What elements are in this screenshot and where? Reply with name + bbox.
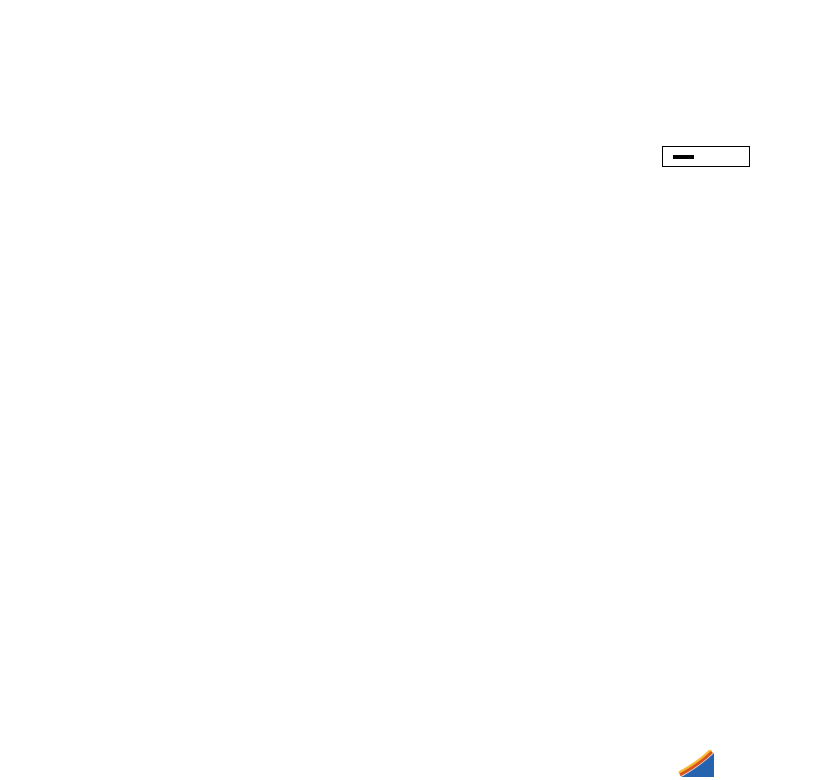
ncar-logo-rainbow-outer [678, 750, 713, 775]
ncar-logo-rainbow-inner [679, 750, 714, 777]
track-map-plot [0, 0, 839, 730]
legend [662, 146, 750, 167]
legend-line-swatch [673, 154, 694, 159]
ncar-logo [678, 750, 714, 777]
ncar-logo-triangle [681, 753, 714, 777]
